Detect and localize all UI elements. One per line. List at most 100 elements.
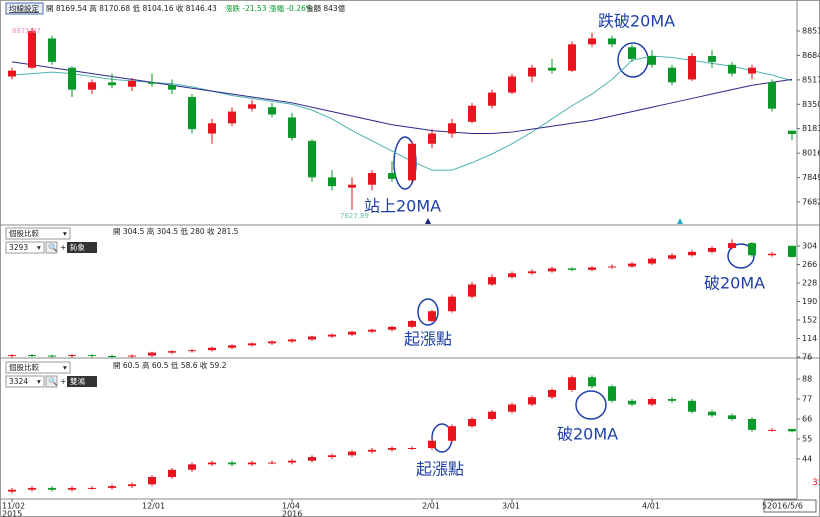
candle-body	[728, 243, 736, 248]
candle-body	[688, 56, 696, 80]
candle-body	[288, 117, 296, 138]
search-button[interactable]	[45, 375, 58, 388]
candle-body	[268, 462, 276, 464]
candle-body	[408, 320, 416, 327]
candle-body	[288, 339, 296, 342]
candle-body	[608, 266, 616, 268]
candle-body	[528, 67, 536, 77]
marker-triangle	[677, 218, 683, 224]
add-button[interactable]: +	[60, 243, 66, 252]
candle-body	[408, 448, 416, 450]
candle-body	[508, 273, 516, 278]
compare-label[interactable]: 個股比較	[9, 362, 39, 372]
button-label[interactable]: 均線設定	[9, 3, 39, 13]
ohlc-text: 開 304.5 高 304.5 低 280 收 281.5	[113, 226, 239, 236]
x-tick-label: 4/01	[642, 502, 660, 511]
candle-body	[728, 64, 736, 74]
candle-body	[108, 82, 116, 86]
x-year-label: 2016	[282, 510, 302, 517]
candle-body	[648, 258, 656, 264]
annotation: 跌破20MA	[598, 12, 675, 31]
dropdown-arrow[interactable]: ▾	[37, 243, 41, 252]
annotation: 站上20MA	[364, 197, 441, 216]
compare-dropdown[interactable]	[5, 361, 71, 374]
candle-body	[248, 343, 256, 346]
candle-body	[328, 177, 336, 187]
candle-body	[188, 464, 196, 470]
candle-body	[248, 104, 256, 109]
y-tick-label: 8517	[802, 75, 820, 84]
candle-body	[688, 400, 696, 412]
max-label: 8871.87	[12, 27, 41, 35]
code-box[interactable]	[5, 241, 45, 254]
y-tick-label: 304	[802, 242, 817, 251]
add-button[interactable]: +	[60, 377, 66, 386]
x-tick-label: 2/01	[422, 502, 440, 511]
y-tick-label: 88	[802, 375, 812, 384]
candle-body	[388, 448, 396, 450]
candle-body	[368, 449, 376, 452]
candle-body	[788, 428, 796, 432]
y-tick-label: 66	[802, 414, 812, 423]
compare-label[interactable]: 個股比較	[9, 228, 39, 238]
y-tick-label: 8183	[802, 124, 820, 133]
candle-body	[48, 487, 56, 490]
moving-average-line	[11, 61, 793, 135]
candle-body	[488, 277, 496, 285]
candle-body	[748, 418, 756, 430]
dropdown-arrow[interactable]: ▾	[37, 377, 41, 386]
name-box	[67, 242, 97, 253]
candle-body	[128, 355, 136, 357]
candle-body	[328, 334, 336, 337]
stock-code[interactable]: 3293	[9, 243, 28, 252]
cursor-date-box	[763, 499, 817, 513]
candle-body	[528, 397, 536, 405]
candle-body	[248, 462, 256, 465]
candle-body	[8, 355, 16, 357]
candle-body	[8, 489, 16, 492]
candle-body	[608, 386, 616, 401]
candle-body	[268, 107, 276, 115]
search-icon[interactable]: 🔍	[48, 242, 57, 252]
ma-setting-button[interactable]	[5, 2, 44, 15]
y-tick-label: 152	[802, 316, 817, 325]
candle-body	[628, 263, 636, 267]
candle-body	[588, 267, 596, 270]
ohlc-text: 開 8169.54 高 8170.68 低 8104.16 收 8146.43	[46, 3, 217, 13]
candle-body	[308, 457, 316, 461]
x-tick-label: 3/01	[502, 502, 520, 511]
candle-body	[128, 80, 136, 87]
candle-body	[448, 296, 456, 312]
candle-body	[268, 341, 276, 344]
compare-dropdown[interactable]	[5, 227, 71, 240]
candle-body	[708, 247, 716, 252]
candle-body	[148, 477, 156, 485]
candle-body	[228, 111, 236, 124]
ohlc-text: 開 60.5 高 60.5 低 58.6 收 59.2	[113, 360, 227, 370]
candle-body	[528, 271, 536, 274]
search-icon[interactable]: 🔍	[48, 376, 57, 386]
candle-body	[148, 352, 156, 356]
stock-code[interactable]: 3324	[9, 377, 28, 386]
code-box[interactable]	[5, 375, 45, 388]
candle-body	[468, 284, 476, 297]
candle-body	[388, 173, 396, 179]
candle-body	[568, 44, 576, 71]
dropdown-arrow[interactable]: ▾	[63, 229, 67, 238]
candle-body	[88, 487, 96, 489]
candle-body	[168, 469, 176, 478]
candle-body	[368, 329, 376, 332]
candle-body	[488, 92, 496, 106]
stock-name: 鈊象	[70, 242, 85, 252]
candle-body	[768, 429, 776, 431]
min-label: 7627.89	[340, 212, 369, 220]
candle-body	[428, 133, 436, 144]
candle-body	[108, 356, 116, 358]
dropdown-arrow[interactable]: ▾	[63, 363, 67, 372]
candle-body	[668, 67, 676, 83]
candle-body	[728, 415, 736, 419]
search-button[interactable]	[45, 241, 58, 254]
candle-body	[288, 460, 296, 463]
x-tick-label: 12/01	[142, 502, 165, 511]
candle-body	[308, 140, 316, 178]
